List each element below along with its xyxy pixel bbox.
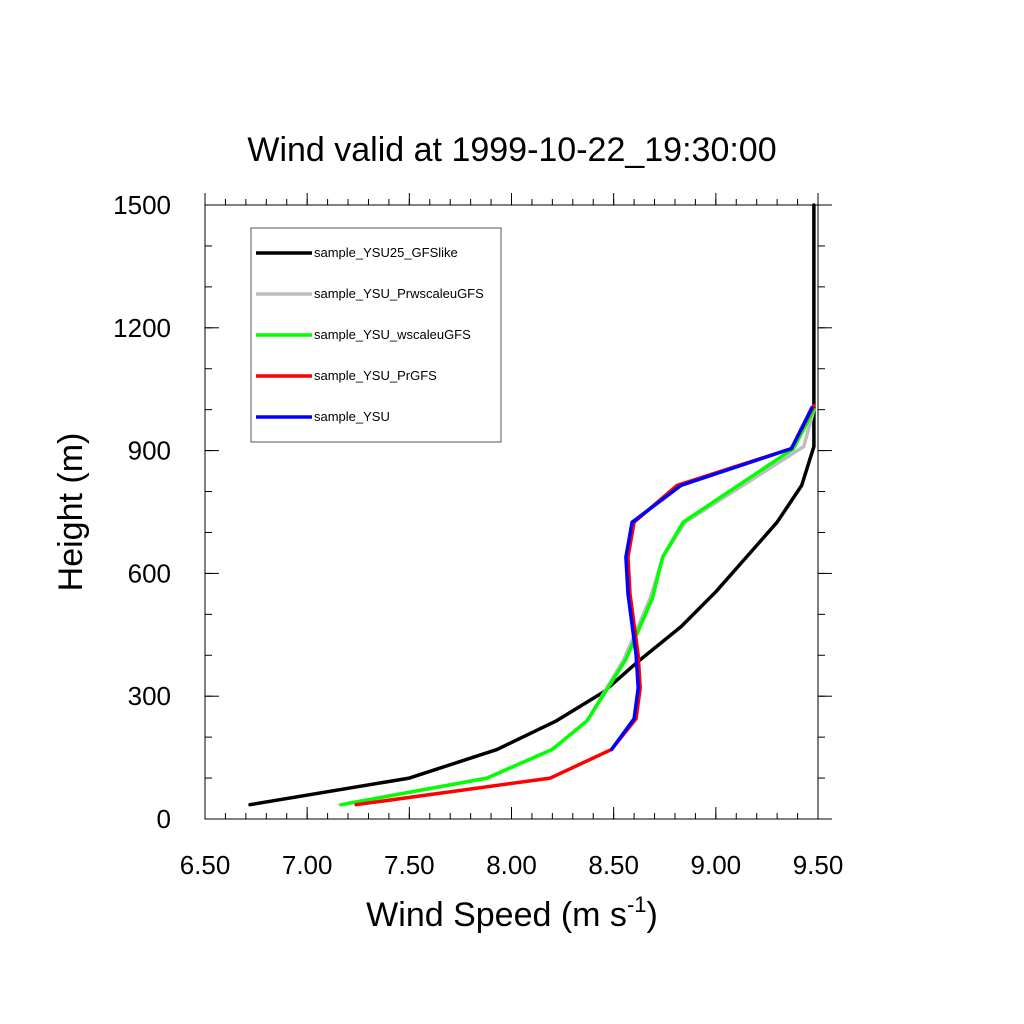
x-axis-label: Wind Speed (m s-1): [366, 892, 658, 934]
y-tick-label: 1200: [113, 313, 171, 343]
legend: sample_YSU25_GFSlike sample_YSU_Prwscaleu…: [250, 227, 502, 443]
y-tick-label: 900: [128, 436, 171, 466]
y-tick-label: 1500: [113, 190, 171, 220]
x-tick-label: 9.50: [793, 850, 844, 880]
legend-label: sample_YSU_PrwscaleuGFS: [314, 286, 484, 301]
y-tick-label: 600: [128, 558, 171, 588]
x-tick-label: 8.00: [486, 850, 537, 880]
axis-ticks: [204, 193, 832, 820]
legend-label: sample_YSU25_GFSlike: [314, 245, 458, 260]
x-tick-label: 8.50: [588, 850, 639, 880]
y-tick-label: 0: [157, 804, 171, 834]
x-tick-label: 6.50: [180, 850, 231, 880]
x-tick-label: 9.00: [691, 850, 742, 880]
series-line-sample_YSU_PrwscaleuGFS: [338, 407, 816, 807]
chart-title: Wind valid at 1999-10-22_19:30:00: [247, 131, 776, 169]
series-line-sample_YSU_wscaleuGFS: [340, 407, 816, 807]
y-tick-labels: 0 300 600 900 1200 1500: [113, 190, 171, 834]
series-line-sample_YSU: [609, 405, 814, 752]
legend-items: sample_YSU25_GFSlike sample_YSU_Prwscaleu…: [256, 245, 484, 424]
x-tick-label: 7.50: [384, 850, 435, 880]
x-tick-label: 7.00: [282, 850, 333, 880]
plot-lines: [248, 203, 816, 807]
legend-label: sample_YSU_wscaleuGFS: [314, 327, 471, 342]
y-axis-label: Height (m): [52, 433, 90, 592]
y-tick-label: 300: [128, 681, 171, 711]
series-line-sample_YSU25_GFSlike: [248, 203, 816, 807]
legend-label: sample_YSU: [314, 409, 390, 424]
legend-label: sample_YSU_PrGFS: [314, 368, 437, 383]
x-tick-labels: 6.50 7.00 7.50 8.00 8.50 9.00 9.50: [180, 850, 844, 880]
